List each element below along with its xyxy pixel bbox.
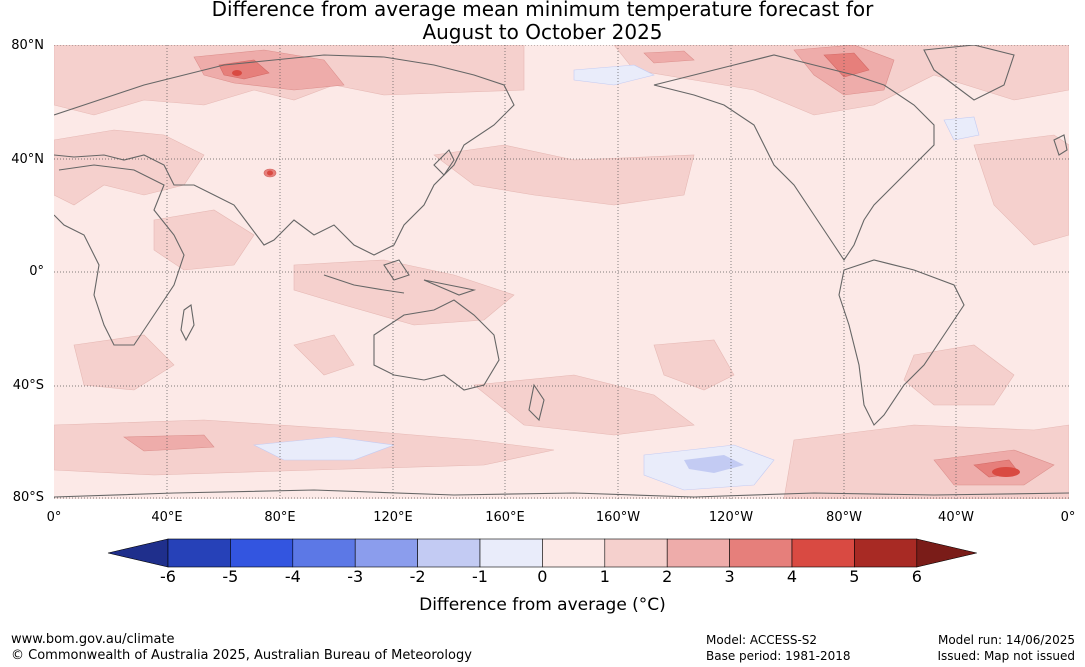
colorbar-segment--6-to--5 <box>167 538 231 568</box>
colorbar-tick--3: -3 <box>347 567 364 586</box>
footer-base-period: Base period: 1981-2018 <box>706 649 851 663</box>
colorbar-tick--6: -6 <box>160 567 176 586</box>
coastlines <box>53 44 1070 498</box>
colorbar-segment-3-to-4 <box>729 538 793 568</box>
colorbar-segment--1-to-0 <box>479 538 543 568</box>
footer-model-run: Model run: 14/06/2025 <box>937 633 1075 647</box>
footer-copyright: © Commonwealth of Australia 2025, Austra… <box>11 648 472 663</box>
colorbar-tick--2: -2 <box>409 567 426 586</box>
lat-label-40s: 40°S <box>12 378 44 393</box>
footer-model: Model: ACCESS-S2 <box>706 633 818 647</box>
lat-label-80n: 80°N <box>11 38 44 53</box>
colorbar-tick-2: 2 <box>662 567 673 586</box>
colorbar-tick--1: -1 <box>472 567 488 586</box>
lon-label-160w: 160°W <box>595 510 641 525</box>
colorbar-label: Difference from average (°C) <box>419 595 666 615</box>
colorbar-tick-1: 1 <box>599 567 610 586</box>
colorbar-extend-low <box>107 538 169 568</box>
chart-title-line-1: Difference from average mean minimum tem… <box>211 0 874 21</box>
colorbar-tick-5: 5 <box>849 567 860 586</box>
colorbar-segment--3-to--2 <box>354 538 418 568</box>
colorbar-segment-1-to-2 <box>604 538 668 568</box>
colorbar-segment--4-to--3 <box>292 538 356 568</box>
chart-title-line-2: August to October 2025 <box>422 20 663 44</box>
footer-issued: Issued: Map not issued <box>937 649 1075 663</box>
lon-label-0-left: 0° <box>46 510 62 525</box>
lon-label-40w: 40°W <box>938 510 974 525</box>
colorbar-tick--5: -5 <box>222 567 239 586</box>
map-svg <box>53 44 1070 500</box>
anomaly-region-neg-2-1 <box>684 455 744 473</box>
colorbar-tick--4: -4 <box>284 567 301 586</box>
colorbar-segment-4-to-5 <box>791 538 855 568</box>
lon-label-40e: 40°E <box>151 510 183 525</box>
colorbar-segment-2-to-3 <box>666 538 730 568</box>
colorbar-tick-4: 4 <box>786 567 798 586</box>
lat-label-40n: 40°N <box>11 152 44 167</box>
lon-label-80w: 80°W <box>826 510 862 525</box>
colorbar-segment-5-to-6 <box>854 538 918 568</box>
colorbar-tick-3: 3 <box>724 567 735 586</box>
lat-label-80s: 80°S <box>12 490 44 505</box>
forecast-map <box>53 44 1070 500</box>
colorbar-segment-0-to-1 <box>542 538 606 568</box>
lon-label-120e: 120°E <box>373 510 413 525</box>
colorbar-extend-high <box>916 538 977 568</box>
colorbar-segments <box>107 538 977 568</box>
lat-label-0: 0° <box>29 264 44 279</box>
lon-label-160e: 160°E <box>485 510 525 525</box>
lon-label-80e: 80°E <box>264 510 296 525</box>
footer-url[interactable]: www.bom.gov.au/climate <box>11 632 175 647</box>
colorbar-segment--2-to--1 <box>417 538 481 568</box>
lon-label-0-right: 0° <box>1060 510 1076 525</box>
lon-label-120w: 120°W <box>708 510 754 525</box>
colorbar-segment--5-to--4 <box>230 538 294 568</box>
colorbar-tick-0: 0 <box>537 567 548 586</box>
anomaly-region-4-5 <box>232 70 1020 477</box>
map-gridlines <box>54 44 1069 499</box>
colorbar-tick-6: 6 <box>911 567 922 586</box>
